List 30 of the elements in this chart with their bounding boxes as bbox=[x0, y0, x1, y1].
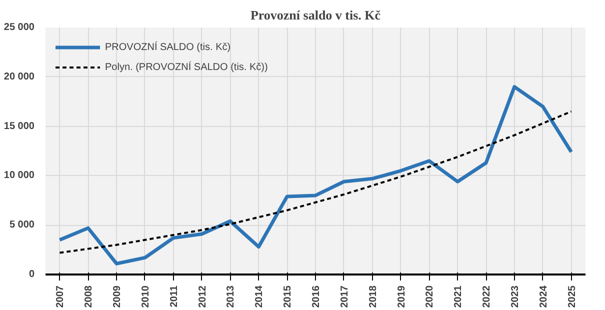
x-tick-label: 2011 bbox=[168, 285, 180, 308]
x-tick-label: 2018 bbox=[368, 285, 379, 308]
y-tick-label: 0 bbox=[28, 269, 35, 280]
x-tick-label: 2023 bbox=[510, 285, 521, 308]
y-tick-label: 25 000 bbox=[4, 22, 35, 33]
x-tick-label: 2021 bbox=[453, 285, 464, 308]
x-tick-label: 2017 bbox=[339, 285, 350, 308]
x-tick-label: 2007 bbox=[55, 285, 66, 308]
x-tick-label: 2015 bbox=[282, 285, 294, 308]
x-tick-label: 2010 bbox=[140, 285, 152, 308]
x-tick-label: 2009 bbox=[112, 285, 124, 308]
y-tick-label: 15 000 bbox=[4, 120, 35, 132]
chart-title: Provozní saldo v tis. Kč bbox=[250, 8, 381, 22]
legend-label: PROVOZNÍ SALDO (tis. Kč) bbox=[105, 42, 231, 52]
x-tick-label: 2024 bbox=[538, 285, 550, 308]
x-tick-label: 2008 bbox=[84, 285, 95, 308]
legend-label: Polyn. (PROVOZNÍ SALDO (tis. Kč)) bbox=[105, 62, 268, 72]
x-tick-label: 2025 bbox=[566, 285, 578, 308]
x-tick-label: 2012 bbox=[197, 285, 208, 308]
x-tick-label: 2014 bbox=[254, 285, 266, 308]
x-tick-label: 2022 bbox=[482, 285, 493, 308]
x-tick-label: 2019 bbox=[396, 285, 408, 308]
x-tick-label: 2016 bbox=[311, 285, 322, 308]
y-tick-label: 10 000 bbox=[4, 170, 35, 182]
y-tick-label: 5 000 bbox=[9, 220, 35, 231]
line-series bbox=[58, 110, 572, 254]
x-tick-label: 2020 bbox=[424, 285, 436, 308]
line-series bbox=[58, 85, 574, 266]
y-tick-label: 20 000 bbox=[4, 71, 35, 82]
x-tick-label: 2013 bbox=[226, 285, 237, 308]
